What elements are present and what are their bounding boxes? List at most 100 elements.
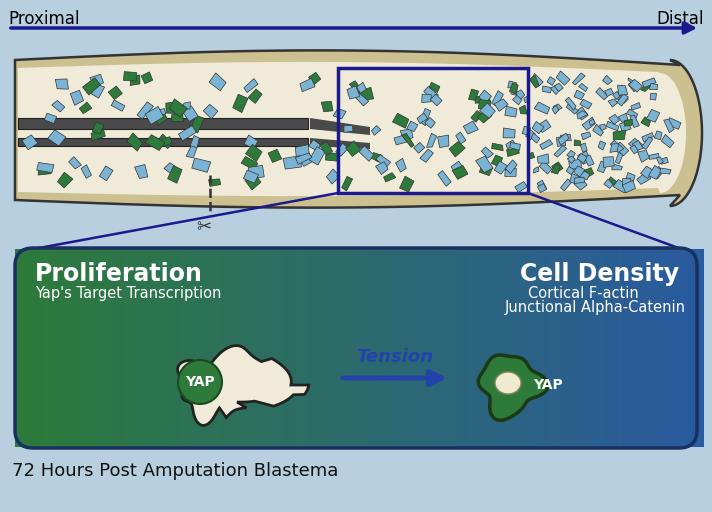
Polygon shape: [399, 176, 414, 192]
Polygon shape: [629, 79, 642, 92]
Polygon shape: [574, 90, 585, 100]
Polygon shape: [597, 161, 607, 173]
Polygon shape: [503, 128, 515, 138]
Polygon shape: [420, 109, 431, 125]
Polygon shape: [629, 145, 638, 154]
Bar: [319, 249, 325, 447]
Bar: [417, 249, 423, 447]
Bar: [496, 249, 503, 447]
Polygon shape: [190, 136, 199, 147]
Polygon shape: [638, 150, 649, 162]
Bar: [554, 249, 560, 447]
Bar: [112, 249, 119, 447]
Polygon shape: [295, 153, 312, 164]
Bar: [325, 249, 331, 447]
Polygon shape: [192, 158, 211, 173]
Polygon shape: [617, 85, 628, 95]
Bar: [199, 249, 205, 447]
Polygon shape: [614, 142, 629, 156]
Polygon shape: [371, 153, 382, 162]
Polygon shape: [577, 151, 591, 164]
Bar: [338, 68, 528, 193]
Polygon shape: [613, 180, 629, 193]
Polygon shape: [596, 88, 607, 100]
Polygon shape: [141, 72, 152, 84]
Polygon shape: [402, 133, 414, 147]
Polygon shape: [424, 87, 439, 101]
Polygon shape: [494, 161, 508, 174]
Polygon shape: [111, 100, 125, 111]
Polygon shape: [602, 75, 612, 84]
Polygon shape: [494, 99, 508, 111]
Polygon shape: [538, 154, 549, 163]
Bar: [38, 249, 45, 447]
Polygon shape: [424, 117, 435, 128]
Polygon shape: [420, 149, 434, 162]
Bar: [439, 249, 446, 447]
Polygon shape: [566, 166, 575, 175]
Polygon shape: [522, 126, 530, 135]
Bar: [548, 249, 555, 447]
Polygon shape: [310, 138, 370, 149]
Polygon shape: [358, 88, 374, 101]
Bar: [256, 249, 263, 447]
Bar: [519, 249, 526, 447]
Polygon shape: [476, 156, 493, 173]
Bar: [365, 249, 371, 447]
Polygon shape: [154, 110, 167, 125]
Bar: [164, 249, 171, 447]
Polygon shape: [646, 110, 660, 122]
Polygon shape: [628, 78, 638, 88]
Bar: [691, 249, 698, 447]
Polygon shape: [570, 174, 583, 185]
Bar: [244, 249, 251, 447]
Bar: [353, 249, 360, 447]
Polygon shape: [509, 83, 518, 94]
Bar: [382, 249, 389, 447]
Polygon shape: [618, 113, 628, 122]
Polygon shape: [357, 82, 366, 93]
Bar: [600, 249, 606, 447]
Bar: [537, 249, 543, 447]
Bar: [657, 249, 664, 447]
Polygon shape: [556, 136, 566, 146]
Polygon shape: [567, 156, 575, 163]
Bar: [525, 249, 532, 447]
Polygon shape: [560, 179, 572, 191]
Polygon shape: [209, 179, 221, 186]
Polygon shape: [18, 62, 686, 196]
Polygon shape: [326, 169, 340, 184]
Polygon shape: [456, 132, 466, 144]
Bar: [543, 249, 549, 447]
Polygon shape: [540, 140, 553, 150]
Polygon shape: [350, 81, 360, 91]
Bar: [95, 249, 102, 447]
Polygon shape: [310, 118, 370, 135]
Polygon shape: [664, 119, 674, 133]
Polygon shape: [641, 166, 654, 179]
Polygon shape: [244, 79, 258, 93]
Polygon shape: [479, 164, 493, 176]
Polygon shape: [347, 86, 360, 99]
Polygon shape: [654, 131, 662, 140]
Polygon shape: [650, 93, 656, 100]
Polygon shape: [308, 140, 320, 151]
Polygon shape: [171, 114, 184, 121]
Bar: [428, 249, 434, 447]
Polygon shape: [515, 90, 525, 100]
Polygon shape: [604, 179, 613, 188]
Polygon shape: [649, 165, 662, 179]
Text: Proximal: Proximal: [8, 10, 80, 28]
Polygon shape: [661, 135, 674, 147]
Polygon shape: [345, 141, 361, 157]
Bar: [193, 249, 199, 447]
Text: Junctional Alpha-Catenin: Junctional Alpha-Catenin: [505, 300, 686, 315]
Bar: [302, 249, 308, 447]
Bar: [49, 249, 56, 447]
Bar: [101, 249, 108, 447]
Polygon shape: [158, 134, 172, 148]
Circle shape: [178, 360, 222, 404]
Polygon shape: [166, 102, 178, 114]
Bar: [473, 249, 480, 447]
Polygon shape: [127, 133, 142, 151]
